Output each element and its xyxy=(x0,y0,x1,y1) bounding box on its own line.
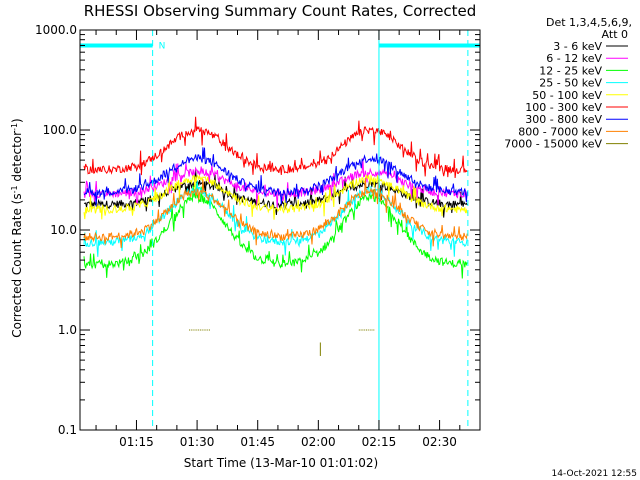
legend-header-1: Det 1,3,4,5,6,9, xyxy=(546,16,632,29)
y-tick-label-2: 10.0 xyxy=(50,223,77,237)
x-tick-label-2: 01:45 xyxy=(240,435,275,449)
tick-labels: 0.1 1.0 10.0 100.0 1000.0 01:15 01:30 01:45 02:0… xyxy=(35,23,457,449)
series-50-100-kev xyxy=(83,174,468,220)
night-label: N xyxy=(159,41,166,51)
x-axis-label: Start Time (13-Mar-10 01:01:02) xyxy=(184,456,378,470)
legend-label-1: 6 - 12 keV xyxy=(546,52,602,65)
series-layer xyxy=(83,116,468,356)
y-label-end: ) xyxy=(10,118,24,123)
x-tick-label-5: 02:30 xyxy=(422,435,457,449)
y-label-main: Corrected Count Rate (s xyxy=(10,193,24,337)
legend-label-8: 7000 - 15000 keV xyxy=(504,138,602,151)
legend-label-5: 100 - 300 keV xyxy=(525,101,602,114)
x-tick-label-0: 01:15 xyxy=(119,435,154,449)
y-tick-label-3: 100.0 xyxy=(43,123,77,137)
legend-label-6: 300 - 800 keV xyxy=(525,113,602,126)
legend-label-0: 3 - 6 keV xyxy=(553,40,602,53)
axes xyxy=(79,29,481,431)
series-7000-15000-kev xyxy=(189,329,375,356)
legend-header-2: Att 0 xyxy=(602,28,628,41)
legend-label-4: 50 - 100 keV xyxy=(532,89,602,102)
series-3-6-kev xyxy=(83,168,468,218)
y-tick-label-4: 1000.0 xyxy=(35,23,77,37)
y-tick-label-1: 1.0 xyxy=(58,323,77,337)
y-tick-label-0: 0.1 xyxy=(58,423,77,437)
series-100-300-kev xyxy=(83,116,468,179)
legend-label-7: 800 - 7000 keV xyxy=(518,125,602,138)
legend-label-3: 25 - 50 keV xyxy=(539,77,602,90)
y-label-sup2: -1 xyxy=(10,123,19,131)
series-12-25-kev xyxy=(83,183,468,279)
y-label-sup1: -1 xyxy=(10,185,19,193)
y-label-mid: detector xyxy=(10,131,24,186)
timestamp: 14-Oct-2021 12:55 xyxy=(552,469,637,479)
legend-label-2: 12 - 25 keV xyxy=(539,64,602,77)
svg-text:Corrected Count Rate (s-1 dete: Corrected Count Rate (s-1 detector-1) xyxy=(10,118,25,337)
x-tick-label-3: 02:00 xyxy=(301,435,336,449)
x-tick-label-1: 01:30 xyxy=(180,435,215,449)
series-800-7000-kev xyxy=(83,177,468,248)
y-axis-label: Corrected Count Rate (s-1 detector-1) xyxy=(10,118,25,337)
series-300-800-kev xyxy=(83,147,468,207)
chart-title: RHESSI Observing Summary Count Rates, Co… xyxy=(84,2,477,20)
x-tick-label-4: 02:15 xyxy=(362,435,397,449)
